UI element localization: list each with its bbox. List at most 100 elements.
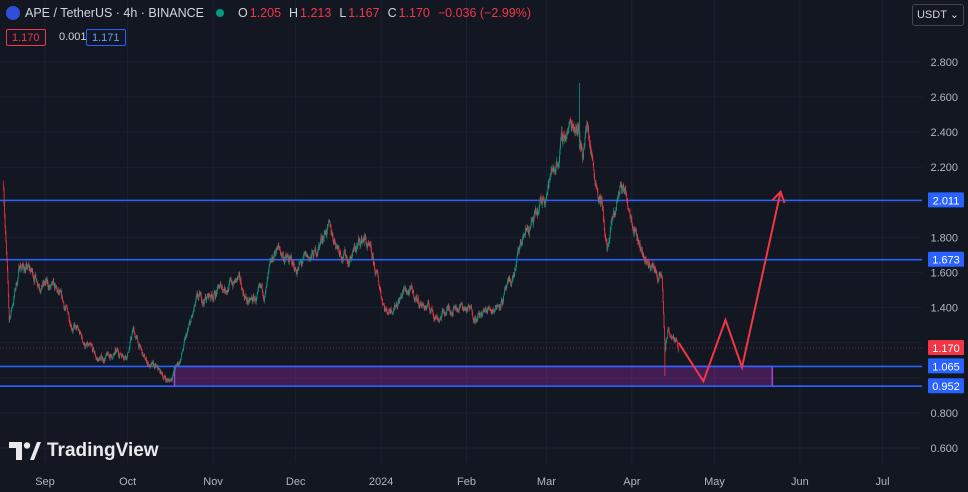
candle-body bbox=[453, 306, 455, 307]
candle bbox=[149, 364, 151, 368]
candle bbox=[278, 242, 280, 250]
candle-body bbox=[429, 311, 431, 313]
candle bbox=[179, 361, 180, 366]
candle bbox=[49, 284, 51, 288]
candle-body bbox=[444, 313, 446, 316]
candle-body bbox=[514, 268, 516, 275]
candle-body bbox=[592, 157, 594, 161]
candle-body bbox=[508, 276, 510, 281]
candle-body bbox=[341, 258, 342, 261]
candle bbox=[224, 286, 226, 291]
candle bbox=[479, 310, 480, 319]
candle-body bbox=[368, 242, 370, 244]
candle bbox=[554, 165, 556, 175]
candle bbox=[651, 262, 653, 268]
tradingview-logo[interactable]: TradingView bbox=[9, 440, 159, 462]
sell-price-button[interactable]: 1.170 bbox=[6, 29, 46, 46]
candle bbox=[441, 312, 443, 319]
candle-body bbox=[378, 281, 380, 286]
candle bbox=[76, 325, 78, 331]
candle bbox=[484, 310, 485, 313]
candle-body bbox=[506, 284, 508, 289]
candle bbox=[366, 243, 368, 251]
candle-body bbox=[268, 268, 269, 273]
candle-body bbox=[374, 268, 376, 274]
candle-body bbox=[429, 309, 431, 312]
candle-body bbox=[529, 229, 530, 235]
candle bbox=[203, 299, 205, 308]
candle bbox=[105, 352, 107, 358]
currency-button[interactable]: USDT ⌄ bbox=[911, 4, 964, 26]
candle-body bbox=[386, 309, 387, 310]
candle bbox=[262, 289, 263, 296]
candle bbox=[219, 284, 220, 289]
candle-body bbox=[591, 151, 593, 157]
candle-body bbox=[563, 135, 564, 141]
candle-body bbox=[456, 309, 458, 311]
candle bbox=[198, 289, 200, 296]
candle bbox=[419, 303, 421, 309]
candle-body bbox=[296, 272, 298, 275]
candle-body bbox=[201, 301, 203, 303]
candle-body bbox=[479, 313, 481, 317]
candle bbox=[51, 282, 52, 286]
candle bbox=[541, 199, 543, 206]
candle-body bbox=[287, 255, 289, 257]
candle-body bbox=[148, 365, 150, 368]
candle bbox=[254, 295, 256, 301]
candle-body bbox=[114, 349, 116, 353]
candle-body bbox=[275, 253, 277, 255]
candle-body bbox=[535, 207, 537, 213]
candle-body bbox=[451, 312, 453, 315]
candle-body bbox=[336, 245, 337, 248]
candle-body bbox=[555, 170, 556, 174]
candle bbox=[5, 224, 6, 235]
candle bbox=[420, 304, 422, 309]
candle bbox=[60, 290, 61, 293]
candle-body bbox=[5, 225, 6, 234]
candle bbox=[316, 251, 317, 258]
candle-body bbox=[499, 304, 500, 309]
candle-body bbox=[294, 268, 296, 270]
candle bbox=[23, 263, 24, 269]
candle bbox=[153, 364, 155, 369]
candle-body bbox=[522, 237, 523, 243]
candle-body bbox=[398, 299, 399, 302]
candle-body bbox=[557, 163, 558, 166]
candle bbox=[220, 281, 222, 288]
candle bbox=[199, 292, 201, 296]
candle bbox=[243, 290, 244, 296]
candle bbox=[560, 136, 561, 150]
candle-body bbox=[320, 241, 321, 244]
candle bbox=[595, 180, 597, 188]
candle-body bbox=[103, 359, 105, 362]
candle-body bbox=[220, 286, 222, 288]
candle bbox=[662, 276, 663, 292]
candle bbox=[502, 300, 504, 307]
candle bbox=[643, 253, 645, 261]
candle bbox=[283, 257, 285, 262]
candle-body bbox=[521, 242, 523, 244]
candle bbox=[463, 305, 465, 311]
candle bbox=[220, 284, 222, 291]
candle bbox=[638, 239, 640, 245]
candle-body bbox=[325, 230, 327, 232]
candle-body bbox=[77, 327, 79, 329]
candle bbox=[324, 230, 325, 235]
candle-body bbox=[270, 260, 271, 263]
candle bbox=[291, 260, 293, 268]
candle bbox=[489, 308, 491, 310]
candle bbox=[616, 200, 618, 211]
candle bbox=[562, 133, 563, 144]
candle bbox=[201, 296, 202, 303]
candle bbox=[388, 308, 390, 315]
candle bbox=[304, 250, 306, 257]
symbol-title[interactable]: APE / TetherUS · 4h · BINANCE bbox=[25, 6, 204, 20]
candle-body bbox=[61, 290, 62, 297]
candle-body bbox=[228, 283, 230, 288]
candle-body bbox=[302, 259, 303, 264]
candle bbox=[325, 227, 327, 234]
buy-price-button[interactable]: 1.171 bbox=[86, 29, 126, 46]
candle-body bbox=[25, 267, 27, 271]
